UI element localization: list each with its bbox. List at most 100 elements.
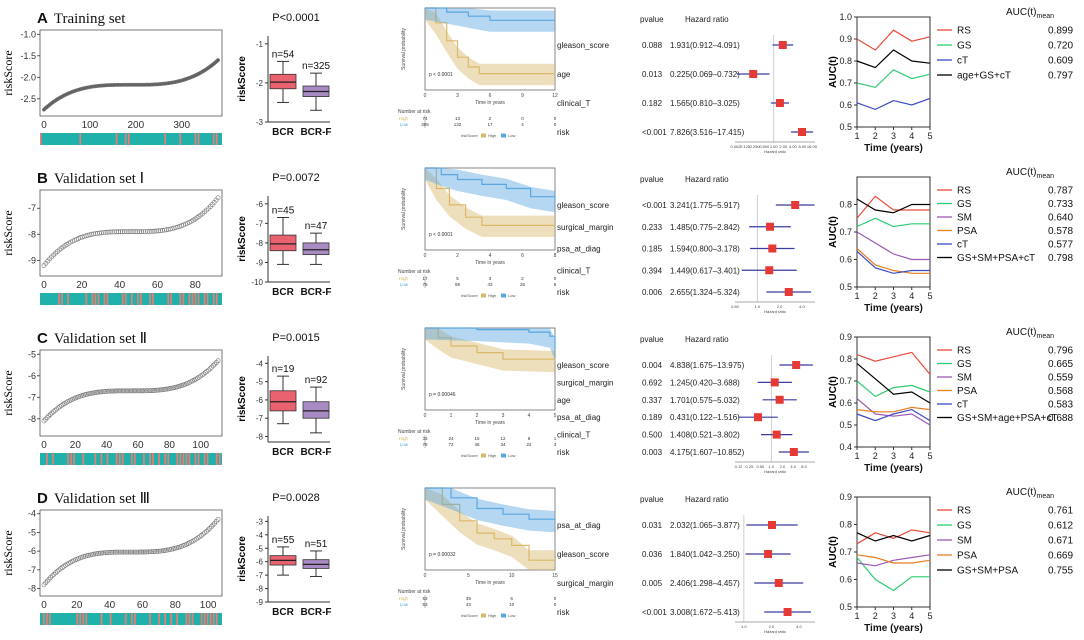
x-tick-label: 3 bbox=[891, 611, 896, 621]
risk-score-point bbox=[132, 549, 138, 555]
x-axis-label: Time in years bbox=[475, 420, 505, 426]
x-tick-label: 4 bbox=[909, 451, 914, 461]
hazard-ratio: 1.594(0.800–3.178) bbox=[670, 245, 740, 254]
x-tick-label: 2 bbox=[873, 131, 878, 141]
x-axis-label: Time in years bbox=[475, 260, 505, 266]
x-tick-label: 0 bbox=[424, 253, 427, 259]
p-value: <0.001 bbox=[642, 128, 667, 137]
hazard-ratio: 2.032(1.065–3.877) bbox=[670, 521, 740, 530]
risk-boxplot: P<0.0001 riskScore -1 -2 -3 n=54 BCR n=325 BCR-F bbox=[237, 12, 332, 138]
risk-score-point bbox=[95, 389, 101, 395]
hazard-ratio: 1.931(0.912–4.091) bbox=[670, 41, 740, 50]
y-tick-label: -6 bbox=[28, 546, 36, 556]
status-mark-bcr bbox=[158, 453, 160, 465]
status-mark-bcr bbox=[170, 613, 172, 625]
hazard-ratio: 1.485(0.775–2.842) bbox=[670, 223, 740, 232]
auc-line-gs-sm-psa bbox=[856, 532, 931, 542]
hr-point bbox=[784, 288, 793, 296]
risk-count: 22 bbox=[526, 442, 532, 447]
p-value: 0.003 bbox=[642, 448, 663, 457]
x-tick-label: 0.25 bbox=[746, 464, 755, 469]
risk-score-point bbox=[128, 388, 134, 394]
hazard-ratio: 3.008(1.672–5.413) bbox=[670, 608, 740, 617]
status-mark-bcr bbox=[194, 453, 197, 465]
y-tick-label: 0.7 bbox=[839, 376, 852, 386]
legend-mean: 0.559 bbox=[1048, 373, 1073, 384]
legend-label: GS+SM+age+PSA+cT bbox=[957, 413, 1058, 424]
risk-score-point bbox=[114, 549, 120, 555]
y-tick-label: -7 bbox=[256, 219, 264, 228]
auc-line-gs bbox=[856, 69, 931, 89]
risk-count: 0 bbox=[554, 122, 557, 127]
y-axis-label: riskScore bbox=[1, 370, 15, 415]
status-mark-bcr bbox=[164, 133, 166, 145]
x-tick-label: 4 bbox=[909, 291, 914, 301]
x-tick-label: 0.12 bbox=[735, 464, 744, 469]
risk-score-point bbox=[116, 229, 121, 235]
variable-name: surgical_margin bbox=[557, 579, 613, 588]
status-mark-bcr bbox=[185, 453, 188, 465]
legend-label: RS bbox=[957, 186, 971, 197]
risk-score-point bbox=[216, 58, 220, 63]
risk-score-point bbox=[87, 391, 93, 396]
legend-title-main: AUC(t) bbox=[1006, 327, 1037, 338]
risk-count: 26 bbox=[520, 282, 526, 287]
risk-score-point bbox=[129, 549, 135, 555]
y-tick-label: -6 bbox=[256, 200, 264, 209]
risk-score-point bbox=[154, 549, 160, 554]
x-tick-label: 0.50 bbox=[731, 304, 740, 309]
p-value: 0.013 bbox=[642, 70, 663, 79]
hr-point bbox=[789, 448, 798, 456]
km-p-value: p = 0.00032 bbox=[429, 552, 456, 558]
x-tick-label: 4 bbox=[528, 413, 531, 419]
risk-count: 132 bbox=[454, 122, 462, 127]
x-tick-label: 0 bbox=[41, 120, 47, 131]
risk-score-point bbox=[111, 388, 116, 394]
risk-score-point bbox=[51, 409, 56, 414]
status-mark-bcr bbox=[188, 613, 191, 625]
risk-score-point bbox=[122, 549, 128, 555]
risk-score-point bbox=[92, 390, 97, 396]
y-tick-label: 0.8 bbox=[839, 354, 852, 364]
risk-score-point bbox=[102, 550, 108, 556]
status-mark-bcr bbox=[91, 293, 94, 305]
legend-title-sub: mean bbox=[1037, 173, 1055, 180]
status-mark-bcr bbox=[131, 293, 133, 305]
risk-score-point bbox=[133, 388, 139, 394]
status-mark-bcr bbox=[43, 613, 45, 625]
risk-count: 43 bbox=[487, 282, 493, 287]
risk-row-label: High bbox=[399, 596, 409, 601]
p-value: <0.001 bbox=[642, 608, 667, 617]
category-label: BCR bbox=[272, 447, 294, 458]
legend-high: High bbox=[488, 453, 496, 458]
status-mark-bcr bbox=[176, 453, 179, 465]
status-mark-bcr bbox=[215, 613, 218, 625]
risk-score-point bbox=[134, 549, 140, 555]
risk-score-point bbox=[206, 367, 211, 373]
y-tick-label: 0.6 bbox=[839, 255, 852, 265]
y-tick-label: -7 bbox=[28, 392, 36, 402]
y-tick-label: -2.0 bbox=[20, 72, 36, 82]
risk-score-point bbox=[121, 229, 127, 235]
y-axis-label: AUC(t) bbox=[828, 56, 839, 88]
x-tick-label: 1 bbox=[854, 131, 859, 141]
y-tick-label: 0.8 bbox=[839, 520, 852, 530]
x-tick-label: 4 bbox=[909, 611, 914, 621]
panel-letter: B bbox=[37, 170, 48, 187]
x-tick-label: 6 bbox=[489, 93, 492, 99]
y-tick-label: 0.8 bbox=[839, 200, 852, 210]
x-tick-label: 200 bbox=[127, 120, 144, 131]
risk-count: 59 bbox=[455, 282, 461, 287]
risk-score-point bbox=[138, 388, 143, 394]
risk-score-point bbox=[48, 575, 53, 580]
risk-score-point bbox=[160, 387, 165, 393]
variable-name: clinical_T bbox=[557, 431, 590, 440]
risk-score-point bbox=[93, 551, 98, 557]
risk-score-point bbox=[122, 388, 128, 394]
risk-score-point bbox=[150, 228, 156, 234]
risk-score-point bbox=[41, 418, 47, 424]
risk-row-label: High bbox=[399, 276, 409, 281]
risk-score-point bbox=[46, 413, 52, 419]
legend-label: PSA bbox=[957, 551, 977, 562]
